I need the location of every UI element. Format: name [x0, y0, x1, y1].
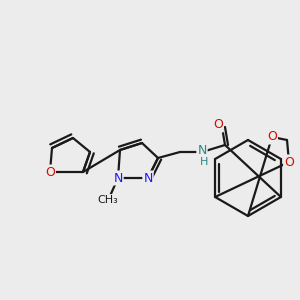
Text: O: O — [284, 155, 294, 169]
Text: O: O — [267, 130, 277, 143]
Text: O: O — [45, 166, 55, 178]
Text: O: O — [213, 118, 223, 131]
Text: N: N — [113, 172, 123, 184]
Text: N: N — [197, 145, 207, 158]
Text: H: H — [200, 157, 208, 167]
Text: CH₃: CH₃ — [98, 195, 118, 205]
Text: N: N — [143, 172, 153, 184]
